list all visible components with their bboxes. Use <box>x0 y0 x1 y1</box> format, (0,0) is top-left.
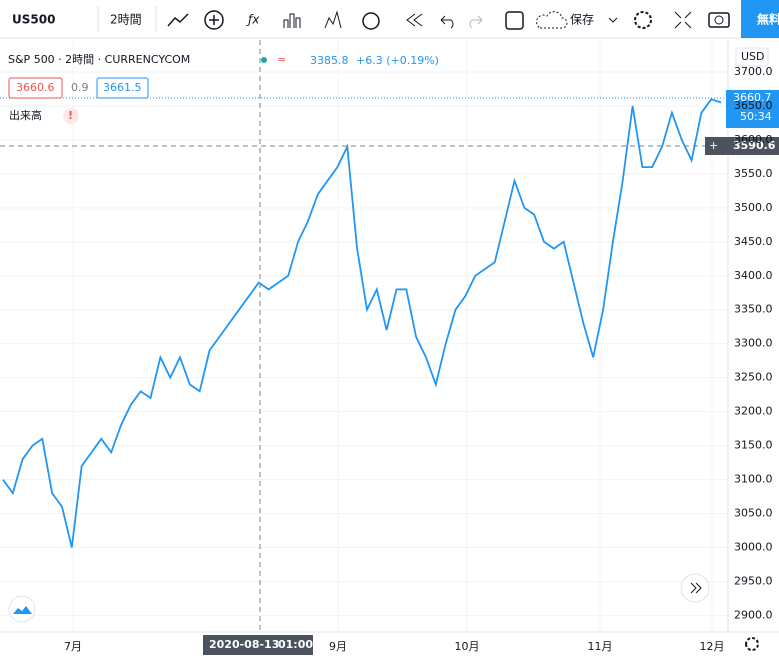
cross-price-box <box>705 137 779 155</box>
volume: 出来高 <box>9 108 42 122</box>
interval[interactable]: 2時間 <box>110 13 142 27</box>
last-price: 3660.7 <box>733 91 772 104</box>
chart-type-icon[interactable] <box>167 13 189 27</box>
warning-mark: ! <box>68 109 73 122</box>
alert-icon[interactable] <box>362 12 380 30</box>
legend-price: 3385.8 <box>310 54 349 67</box>
y-tick-label: 3250.0 <box>734 371 773 384</box>
ask-box[interactable] <box>96 77 149 99</box>
y-tick-label: 3050.0 <box>734 507 773 520</box>
x-tick-label: 12月 <box>700 640 725 653</box>
undo-icon[interactable] <box>440 15 454 29</box>
scroll-icon <box>690 582 702 594</box>
camera-icon[interactable] <box>708 12 730 28</box>
price-line <box>2 98 722 548</box>
layout-icon[interactable] <box>505 11 524 30</box>
status-dot <box>261 57 267 63</box>
free-button[interactable] <box>741 0 779 38</box>
plus <box>209 15 219 25</box>
y-tick-label: 2900.0 <box>734 608 773 621</box>
fullscreen-icon[interactable] <box>674 11 692 29</box>
currency-box[interactable] <box>735 47 769 67</box>
y-tick-label: 3700.0 <box>734 65 773 78</box>
toolbar-bg <box>0 0 779 38</box>
cloud-icon[interactable] <box>536 11 568 29</box>
cross-hour: 01:00 <box>278 638 313 651</box>
chevron[interactable] <box>608 17 618 23</box>
x-tick-label: 10月 <box>455 640 480 653</box>
bid: 3660.6 <box>16 81 55 94</box>
y-tick-label: 3650.0 <box>734 99 773 112</box>
indicator-icon[interactable] <box>204 10 224 30</box>
cross-time-box <box>203 635 313 655</box>
countdown: 50:34 <box>740 110 772 123</box>
y-tick-label: 3400.0 <box>734 269 773 282</box>
y-tick-label: 3000.0 <box>734 540 773 553</box>
cross-plus: + <box>709 139 718 152</box>
save[interactable]: 保存 <box>570 13 594 27</box>
x-tick-label: 11月 <box>588 640 613 653</box>
compare-icon[interactable] <box>324 10 342 29</box>
y-tick-label: 3350.0 <box>734 303 773 316</box>
currency: USD <box>741 50 765 63</box>
warning[interactable] <box>63 108 79 124</box>
axis-settings[interactable] <box>745 637 760 651</box>
cross-price: 3590.6 <box>733 139 776 152</box>
toolbar: US500 2時間 ƒx 保存 無料 <box>0 0 779 39</box>
ask: 3661.5 <box>103 81 142 94</box>
logo-mark <box>13 606 32 614</box>
y-tick-label: 3550.0 <box>734 167 773 180</box>
y-tick-label: 3600.0 <box>734 133 773 146</box>
symbol[interactable]: US500 <box>12 13 55 27</box>
logo[interactable] <box>8 595 36 623</box>
y-tick-label: 3200.0 <box>734 405 773 418</box>
y-tick-label: 3100.0 <box>734 473 773 486</box>
bars-icon[interactable] <box>283 13 301 28</box>
delay-icon: ≈ <box>277 53 286 66</box>
x-tick-label: 7月 <box>64 640 82 653</box>
spread: 0.9 <box>71 81 89 94</box>
y-tick-label: 3450.0 <box>734 235 773 248</box>
lens <box>714 15 724 25</box>
plot <box>0 40 728 632</box>
fx-icon[interactable]: ƒx <box>246 13 260 27</box>
bid-box[interactable] <box>8 77 63 99</box>
y-tick-label: 3500.0 <box>734 201 773 214</box>
legend-name: S&P 500 · 2時間 · CURRENCYCOM <box>8 53 190 66</box>
y-tick-label: 2950.0 <box>734 574 773 587</box>
y-tick-label: 3150.0 <box>734 439 773 452</box>
ask-line-price: 3655.9 <box>733 127 772 140</box>
cross-time: 2020-08-13 <box>209 638 279 651</box>
legend-change: +6.3 (+0.19%) <box>356 54 439 67</box>
redo-icon[interactable] <box>469 15 483 29</box>
x-tick-label: 9月 <box>329 640 347 653</box>
settings-icon[interactable] <box>634 11 652 29</box>
countdown-box <box>726 106 779 128</box>
y-tick-label: 3300.0 <box>734 337 773 350</box>
scroll-button[interactable] <box>680 573 710 603</box>
last-price-box <box>726 90 779 106</box>
replay-icon[interactable] <box>406 13 423 27</box>
free-label[interactable]: 無料 <box>757 12 779 27</box>
